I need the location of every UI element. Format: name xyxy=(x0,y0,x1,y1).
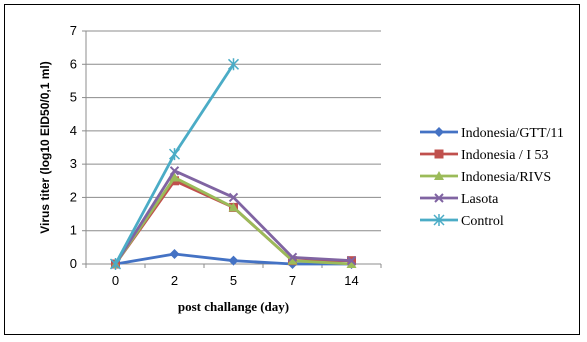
x-tick-label: 0 xyxy=(112,273,119,288)
legend-label: Lasota xyxy=(461,192,499,207)
x-tick-label: 5 xyxy=(230,273,237,288)
data-point xyxy=(228,255,239,266)
series-line xyxy=(114,179,352,265)
data-point xyxy=(346,255,357,266)
series-5 xyxy=(109,58,240,270)
data-point xyxy=(227,58,240,71)
legend-item: Lasota xyxy=(420,192,499,207)
legend-item: Indonesia/RIVS xyxy=(420,170,551,185)
x-tick-label: 7 xyxy=(289,273,296,288)
data-point xyxy=(228,202,239,212)
legend: Indonesia/GTT/11 Indonesia / I 53 Indonesi… xyxy=(420,126,564,229)
legend-item: Control xyxy=(420,214,504,229)
y-axis-ticks: 0 1 2 3 4 5 6 7 xyxy=(70,23,77,271)
series-line xyxy=(114,169,352,265)
x-axis-ticks: 0 2 5 7 14 xyxy=(85,264,382,288)
y-tick-label: 3 xyxy=(70,156,77,171)
legend-marker xyxy=(434,149,444,159)
legend-marker xyxy=(434,171,444,180)
legend-label: Indonesia/RIVS xyxy=(461,170,551,185)
chart-frame xyxy=(4,4,580,335)
data-point xyxy=(287,252,298,263)
legend-marker xyxy=(434,193,444,203)
series-group xyxy=(109,58,357,270)
legend-label: Indonesia / I 53 xyxy=(461,148,548,163)
y-tick-label: 2 xyxy=(70,189,77,204)
legend-marker xyxy=(434,127,444,137)
data-point xyxy=(169,166,180,176)
y-tick-label: 1 xyxy=(70,223,77,238)
y-axis-title: Virus titer (log10 EID50/0,1 ml) xyxy=(38,61,52,234)
x-axis-title: post challange (day) xyxy=(178,299,289,314)
data-point xyxy=(228,192,239,203)
legend-item: Indonesia / I 53 xyxy=(420,148,548,163)
legend-label: Indonesia/GTT/11 xyxy=(461,126,564,141)
y-tick-label: 4 xyxy=(70,123,77,138)
x-tick-label: 14 xyxy=(344,273,358,288)
data-point xyxy=(169,249,180,260)
legend-label: Control xyxy=(461,214,504,229)
data-point xyxy=(109,258,122,270)
y-tick-label: 5 xyxy=(70,90,77,105)
data-point xyxy=(346,259,357,268)
data-point xyxy=(168,148,181,161)
legend-item: Indonesia/GTT/11 xyxy=(420,126,564,141)
y-tick-label: 7 xyxy=(70,23,77,38)
data-point xyxy=(169,172,180,182)
series-2 xyxy=(111,176,356,269)
x-tick-label: 2 xyxy=(171,273,178,288)
series-line xyxy=(114,176,352,266)
data-point xyxy=(287,255,298,265)
y-tick-label: 0 xyxy=(70,256,77,271)
legend-marker xyxy=(433,214,445,226)
y-tick-label: 6 xyxy=(70,56,77,71)
